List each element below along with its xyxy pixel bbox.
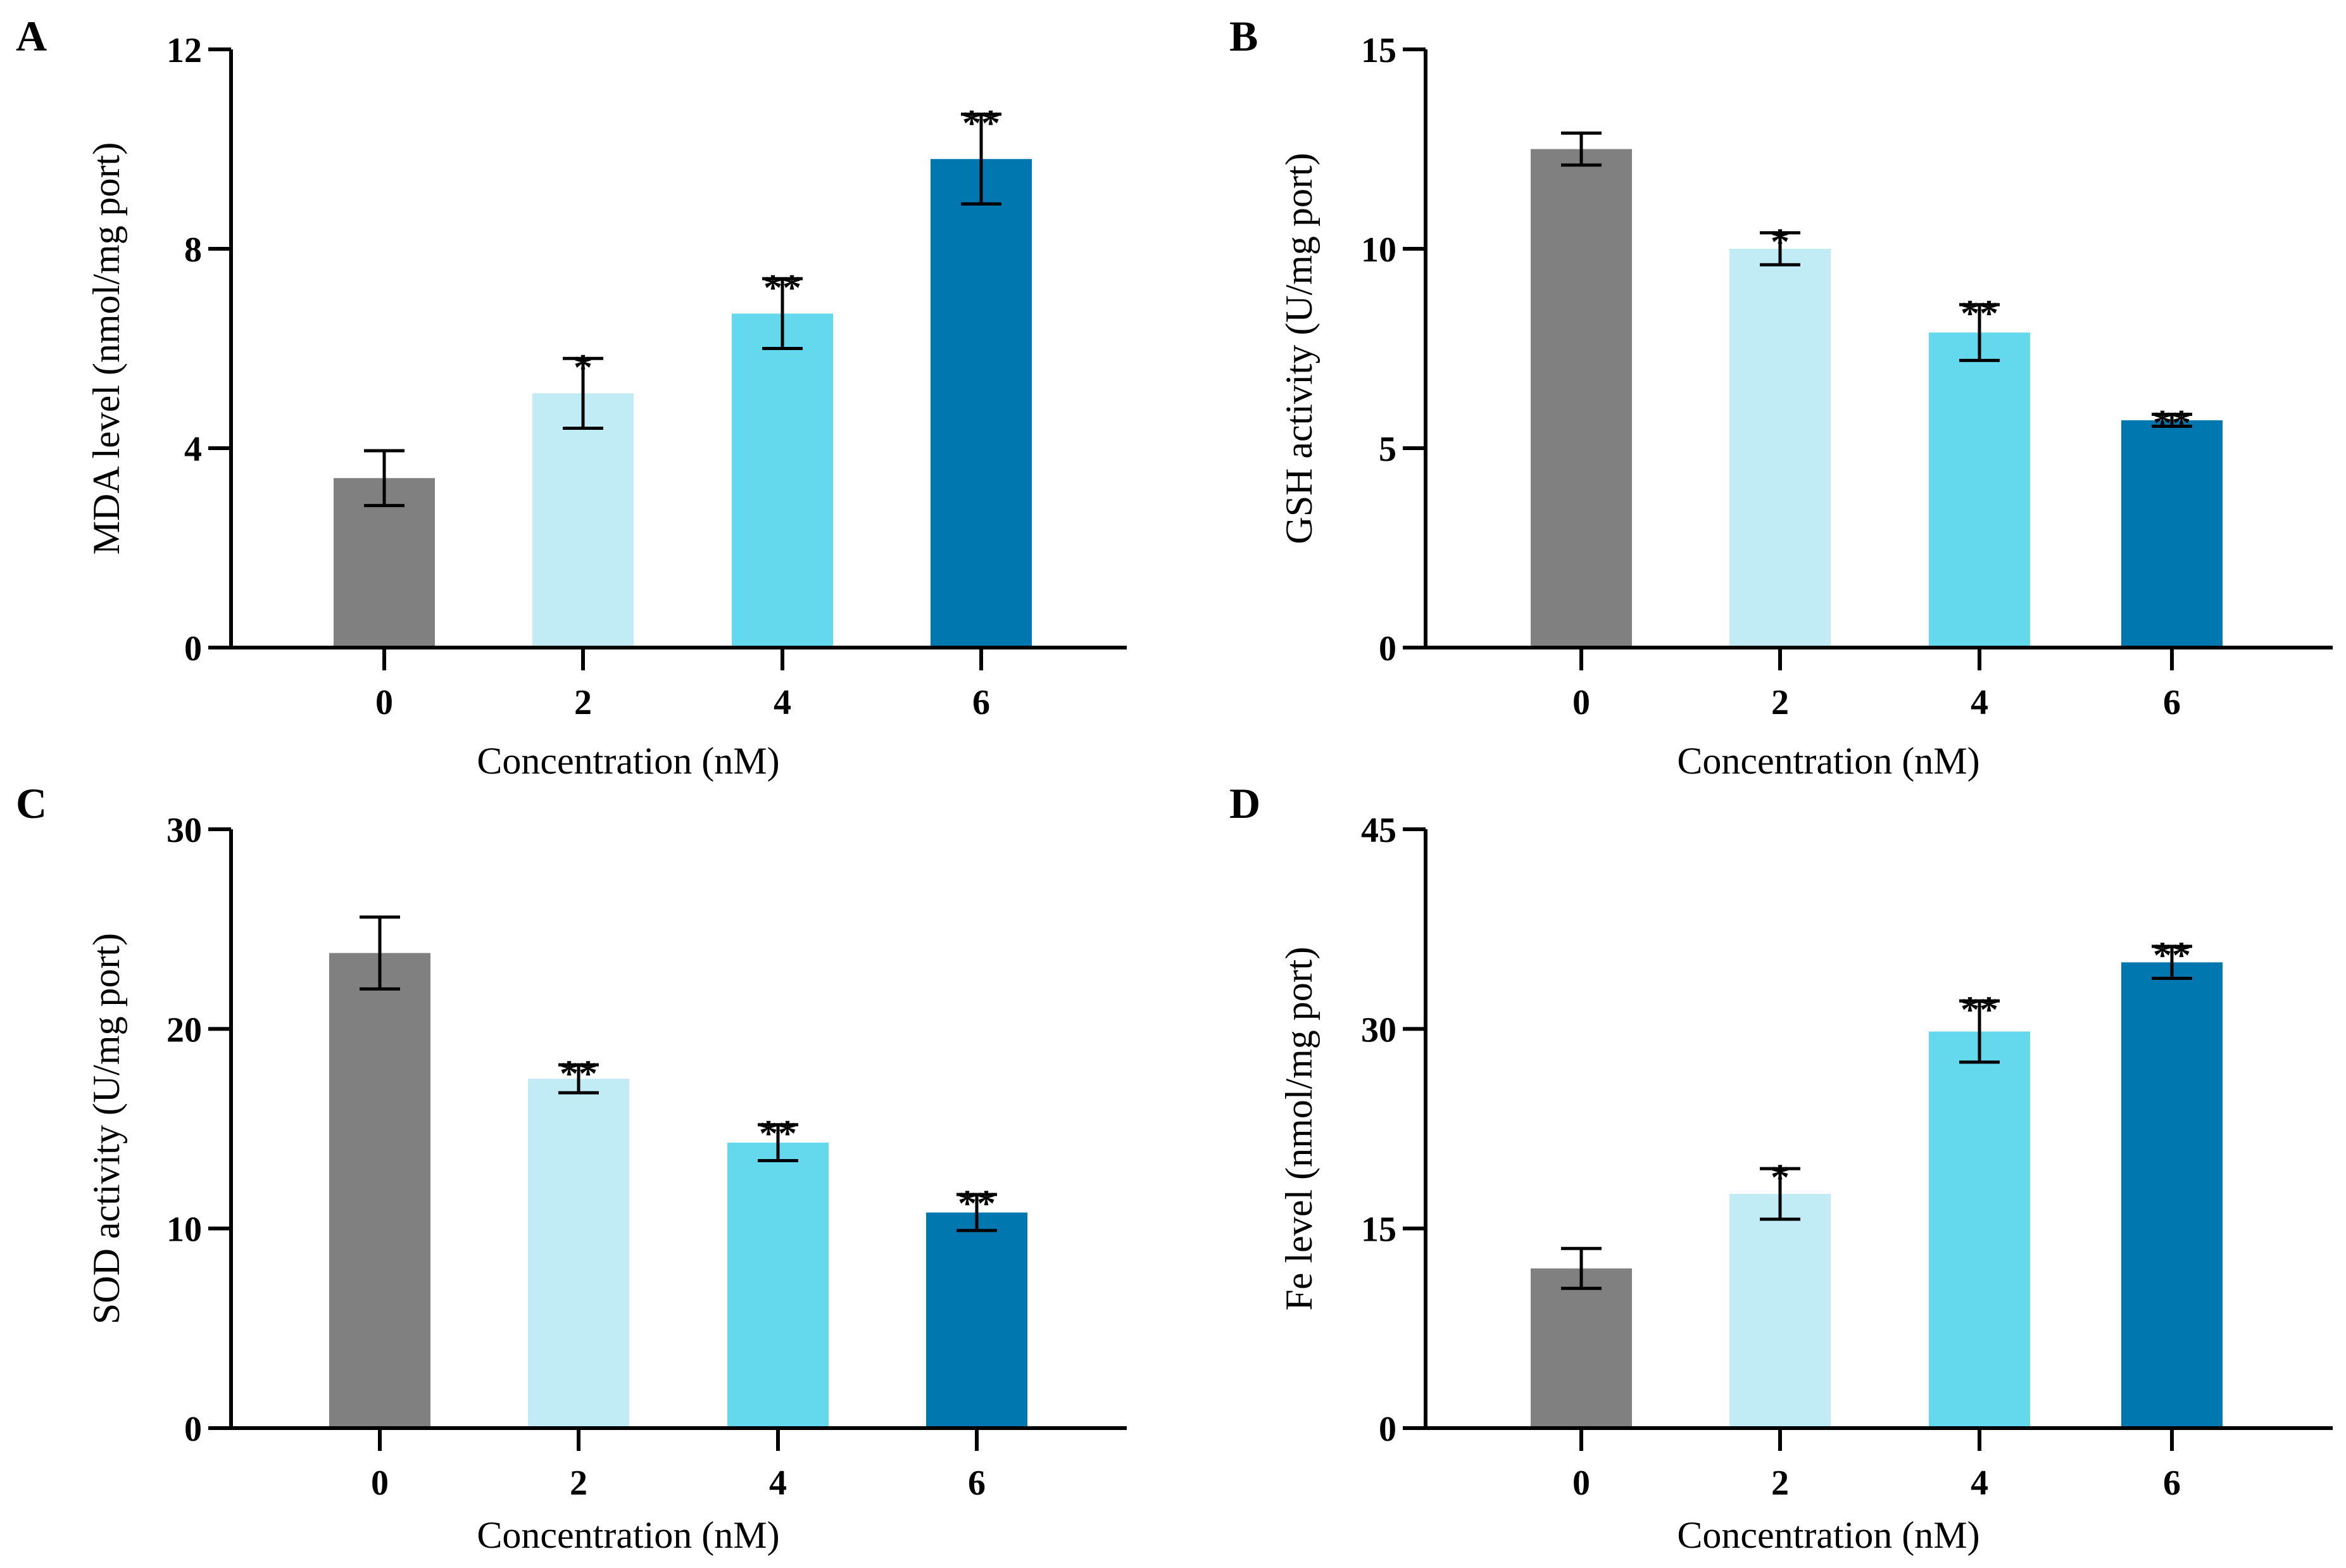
bar-b-2 [1729, 249, 1831, 648]
y-tick-label-b-5: 5 [1379, 430, 1396, 469]
y-tick-label-a-0: 0 [184, 629, 202, 668]
y-tick-label-c-20: 20 [166, 1010, 202, 1050]
bar-d-6 [2121, 962, 2223, 1428]
error-bar-d-4 [1959, 999, 2000, 1064]
bar-a-2 [532, 393, 634, 648]
y-tick-label-c-10: 10 [166, 1210, 202, 1250]
y-axis-title-d: Fe level (nmol/mg port) [1278, 947, 1320, 1311]
error-bar-a-4 [762, 277, 803, 350]
significance-label-a-2: * [574, 346, 593, 388]
significance-label-d-6: ** [2153, 934, 2191, 976]
error-bar-c-4 [758, 1123, 798, 1162]
significance-label-b-4: ** [1960, 292, 1998, 334]
y-tick-label-c-0: 0 [184, 1410, 202, 1449]
x-axis-title-b: Concentration (nM) [1677, 740, 1979, 782]
bar-d-2 [1729, 1194, 1831, 1428]
y-axis-title-c: SOD activity (U/mg port) [85, 933, 127, 1324]
error-bar-d-0 [1561, 1246, 1602, 1290]
bar-b-4 [1929, 332, 2030, 648]
bar-b-6 [2121, 420, 2223, 648]
panel-letter-b: B [1229, 12, 1258, 60]
error-bar-b-2 [1760, 231, 1800, 267]
error-bar-a-0 [364, 449, 405, 508]
x-tick-label-b-6: 6 [2163, 683, 2181, 722]
y-tick-label-d-0: 0 [1379, 1410, 1396, 1449]
chart-panel-c: C ** ** ** 0 10 20 30 0 2 4 6 Concentration (nM) SOD … [16, 779, 1127, 1556]
y-tick-label-a-12: 12 [166, 31, 202, 70]
x-tick-label-a-4: 4 [774, 683, 791, 722]
x-tick-label-a-6: 6 [972, 683, 990, 722]
y-tick-label-d-45: 45 [1361, 811, 1396, 850]
panel-letter-c: C [16, 779, 47, 827]
error-bar-a-6 [961, 112, 1001, 206]
significance-label-c-2: ** [560, 1053, 598, 1094]
x-axis-title-c: Concentration (nM) [477, 1514, 779, 1556]
error-bar-c-0 [360, 915, 400, 991]
significance-label-a-6: ** [962, 102, 1000, 144]
significance-label-b-2: * [1771, 221, 1790, 263]
significance-label-c-6: ** [958, 1182, 996, 1224]
significance-label-a-4: ** [763, 267, 801, 308]
x-tick-label-b-2: 2 [1771, 683, 1789, 722]
bar-d-4 [1929, 1031, 2030, 1428]
y-tick-label-b-10: 10 [1361, 230, 1396, 270]
significance-label-c-4: ** [759, 1113, 797, 1155]
y-tick-label-a-8: 8 [184, 230, 202, 270]
x-tick-label-a-0: 0 [375, 683, 393, 722]
bar-a-6 [931, 159, 1032, 648]
x-tick-label-c-6: 6 [968, 1464, 986, 1503]
x-axis-title-d: Concentration (nM) [1677, 1514, 1979, 1556]
bar-c-6 [926, 1212, 1027, 1428]
y-tick-label-a-4: 4 [184, 430, 202, 469]
x-axis-title-a: Concentration (nM) [477, 740, 779, 782]
error-bar-b-4 [1959, 303, 2000, 362]
x-tick-label-a-2: 2 [574, 683, 592, 722]
error-bar-a-2 [563, 356, 603, 430]
y-tick-label-d-15: 15 [1361, 1210, 1396, 1250]
x-tick-label-c-2: 2 [570, 1464, 587, 1503]
error-bar-b-6 [2152, 412, 2192, 428]
bar-c-0 [329, 953, 430, 1428]
bar-a-4 [732, 313, 833, 648]
x-tick-label-c-0: 0 [371, 1464, 389, 1503]
significance-label-d-4: ** [1960, 989, 1998, 1031]
x-tick-label-b-4: 4 [1971, 683, 1988, 722]
error-bar-b-0 [1561, 131, 1602, 167]
y-tick-label-b-15: 15 [1361, 31, 1396, 70]
x-tick-label-b-0: 0 [1572, 683, 1590, 722]
x-tick-label-d-4: 4 [1971, 1464, 1988, 1503]
error-bar-d-2 [1760, 1167, 1800, 1221]
error-bar-c-2 [558, 1063, 599, 1094]
significance-label-b-6: ** [2153, 402, 2191, 444]
y-tick-label-b-0: 0 [1379, 629, 1396, 668]
x-tick-label-c-4: 4 [769, 1464, 787, 1503]
y-tick-label-d-30: 30 [1361, 1010, 1396, 1050]
bar-c-4 [727, 1143, 829, 1428]
y-axis-title-b: GSH activity (U/mg port) [1278, 153, 1320, 544]
bar-b-0 [1531, 149, 1632, 648]
panel-letter-d: D [1229, 779, 1260, 827]
error-bar-c-6 [957, 1193, 997, 1232]
panel-letter-a: A [16, 12, 47, 60]
x-tick-label-d-6: 6 [2163, 1464, 2181, 1503]
error-bar-d-6 [2152, 944, 2192, 980]
significance-label-d-2: * [1771, 1157, 1790, 1198]
y-axis-title-a: MDA level (nmol/mg port) [85, 142, 127, 555]
bar-c-2 [528, 1079, 629, 1428]
y-tick-label-c-30: 30 [166, 811, 202, 850]
bar-d-0 [1531, 1268, 1632, 1428]
x-tick-label-d-2: 2 [1771, 1464, 1789, 1503]
x-tick-label-d-0: 0 [1572, 1464, 1590, 1503]
